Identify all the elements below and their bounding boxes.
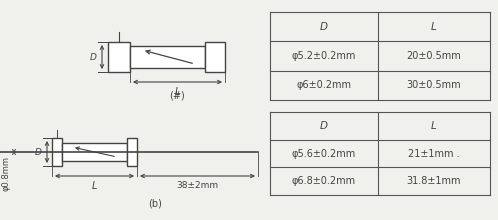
Text: (#): (#) [169, 90, 184, 100]
Text: 31.8±1mm: 31.8±1mm [407, 176, 461, 186]
Text: L: L [175, 87, 180, 97]
Text: D: D [320, 22, 328, 32]
Text: φ5.6±0.2mm: φ5.6±0.2mm [292, 148, 356, 158]
Text: L: L [92, 181, 97, 191]
Bar [130, 46, 205, 68]
Text: D: D [34, 147, 41, 156]
Text: φ0.8mm: φ0.8mm [1, 156, 10, 191]
Text: 20±0.5mm: 20±0.5mm [406, 51, 461, 61]
Text: L: L [431, 121, 437, 131]
Bar [108, 42, 130, 72]
Text: (b): (b) [148, 198, 162, 208]
Bar [62, 143, 127, 161]
Text: φ6±0.2mm: φ6±0.2mm [296, 80, 352, 90]
Text: 38±2mm: 38±2mm [176, 181, 219, 190]
Bar [127, 138, 137, 166]
Text: D: D [320, 121, 328, 131]
Text: φ5.2±0.2mm: φ5.2±0.2mm [292, 51, 356, 61]
Text: 21±1mm .: 21±1mm . [408, 148, 460, 158]
Text: L: L [431, 22, 437, 32]
Text: D: D [90, 53, 97, 62]
Text: 30±0.5mm: 30±0.5mm [406, 80, 461, 90]
Bar [205, 42, 225, 72]
Bar [52, 138, 62, 166]
Text: φ6.8±0.2mm: φ6.8±0.2mm [292, 176, 356, 186]
